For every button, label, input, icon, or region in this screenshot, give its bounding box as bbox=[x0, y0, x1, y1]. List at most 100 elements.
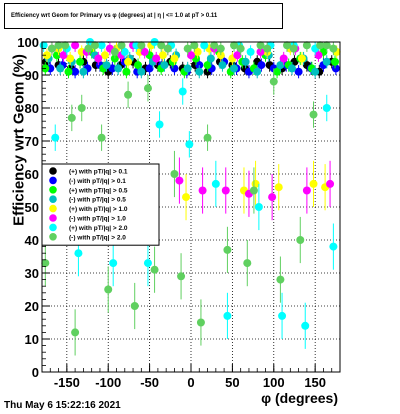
legend-marker bbox=[49, 195, 57, 203]
legend-entry: (-) with pT/|q| > 2.0 bbox=[69, 234, 126, 241]
x-tick-label: -150 bbox=[54, 375, 80, 390]
data-point bbox=[309, 110, 318, 119]
data-point bbox=[314, 51, 323, 60]
y-tick-label: 80 bbox=[25, 101, 39, 116]
data-point bbox=[221, 186, 230, 195]
data-point bbox=[311, 67, 320, 76]
x-tick-label: 100 bbox=[263, 375, 285, 390]
data-point bbox=[47, 44, 56, 53]
x-tick-label: 50 bbox=[225, 375, 239, 390]
data-point bbox=[283, 41, 292, 50]
data-point bbox=[218, 61, 227, 70]
data-point bbox=[273, 67, 282, 76]
data-point bbox=[94, 54, 103, 63]
data-point bbox=[301, 321, 310, 330]
data-point bbox=[233, 51, 242, 60]
data-point bbox=[143, 84, 152, 93]
data-point bbox=[124, 90, 133, 99]
data-point bbox=[122, 67, 131, 76]
y-tick-label: 70 bbox=[25, 134, 39, 149]
data-point bbox=[170, 54, 179, 63]
data-point bbox=[59, 51, 68, 60]
series-7 bbox=[41, 41, 338, 356]
data-point bbox=[329, 242, 338, 251]
data-point bbox=[331, 64, 340, 73]
data-point bbox=[177, 272, 186, 281]
data-point bbox=[331, 57, 340, 66]
data-point bbox=[183, 44, 192, 53]
data-point bbox=[84, 44, 93, 53]
y-tick-label: 40 bbox=[25, 233, 39, 248]
data-point bbox=[108, 64, 117, 73]
data-point bbox=[274, 183, 283, 192]
data-point bbox=[297, 54, 306, 63]
data-point bbox=[193, 47, 202, 56]
data-point bbox=[294, 67, 303, 76]
data-point bbox=[137, 67, 146, 76]
legend-entry: (+) with pT/|q| > 2.0 bbox=[69, 225, 128, 232]
data-point bbox=[276, 61, 285, 70]
data-point bbox=[185, 140, 194, 149]
legend-entry: (-) with pT/|q| > 0.5 bbox=[69, 197, 126, 204]
legend-marker bbox=[49, 204, 57, 213]
data-point bbox=[67, 113, 76, 122]
data-point bbox=[246, 47, 255, 56]
data-point bbox=[61, 41, 70, 50]
data-point bbox=[71, 41, 80, 50]
data-point bbox=[322, 57, 331, 66]
data-point bbox=[190, 41, 199, 50]
data-point bbox=[302, 41, 311, 50]
series-layer bbox=[39, 38, 341, 356]
legend-entry: (-) with pT/|q| > 0.1 bbox=[69, 178, 126, 185]
data-point bbox=[157, 41, 166, 50]
data-point bbox=[79, 67, 88, 76]
data-point bbox=[230, 41, 239, 50]
data-point bbox=[326, 179, 335, 188]
legend: (+) with pT/|q| > 0.1 (-) with pT/|q| > 0… bbox=[41, 163, 160, 246]
x-tick-label: 150 bbox=[304, 375, 326, 390]
data-point bbox=[249, 186, 258, 195]
data-point bbox=[71, 67, 80, 76]
data-point bbox=[278, 311, 287, 320]
data-point bbox=[140, 47, 149, 56]
data-point bbox=[206, 54, 215, 63]
legend-marker bbox=[49, 214, 57, 222]
footer-timestamp: Thu May 6 15:22:16 2021 bbox=[4, 400, 121, 411]
y-tick-label: 30 bbox=[25, 266, 39, 281]
legend-marker bbox=[49, 233, 57, 241]
data-point bbox=[196, 318, 205, 327]
x-tick-label: -50 bbox=[140, 375, 159, 390]
data-point bbox=[203, 133, 212, 142]
data-point bbox=[66, 54, 75, 63]
data-point bbox=[76, 57, 85, 66]
data-point bbox=[109, 259, 118, 268]
data-point bbox=[160, 61, 169, 70]
data-point bbox=[178, 87, 187, 96]
data-point bbox=[90, 41, 99, 50]
x-axis-label: φ (degrees) bbox=[261, 390, 338, 406]
data-point bbox=[158, 51, 167, 60]
data-point bbox=[195, 67, 204, 76]
data-point bbox=[322, 104, 331, 112]
data-point bbox=[269, 77, 278, 86]
y-tick-label: 10 bbox=[25, 332, 39, 347]
data-point bbox=[124, 57, 133, 66]
data-point bbox=[182, 193, 191, 202]
data-point bbox=[329, 44, 338, 53]
data-point bbox=[322, 41, 331, 50]
data-point bbox=[130, 302, 139, 310]
legend-entry: (+) with pT/|q| > 1.0 bbox=[69, 206, 128, 213]
y-tick-label: 20 bbox=[25, 299, 39, 314]
x-tick-label: -100 bbox=[95, 375, 121, 390]
data-point bbox=[56, 64, 65, 73]
data-point bbox=[42, 51, 51, 60]
data-point bbox=[241, 57, 250, 66]
data-point bbox=[268, 193, 277, 202]
chart-title: Efficiency wrt Geom for Primary vs φ (de… bbox=[4, 3, 283, 29]
data-point bbox=[110, 47, 119, 56]
data-point bbox=[150, 265, 159, 274]
data-point bbox=[230, 64, 239, 73]
data-point bbox=[114, 64, 123, 73]
x-tick-label: 0 bbox=[187, 375, 194, 390]
data-point bbox=[289, 44, 298, 53]
